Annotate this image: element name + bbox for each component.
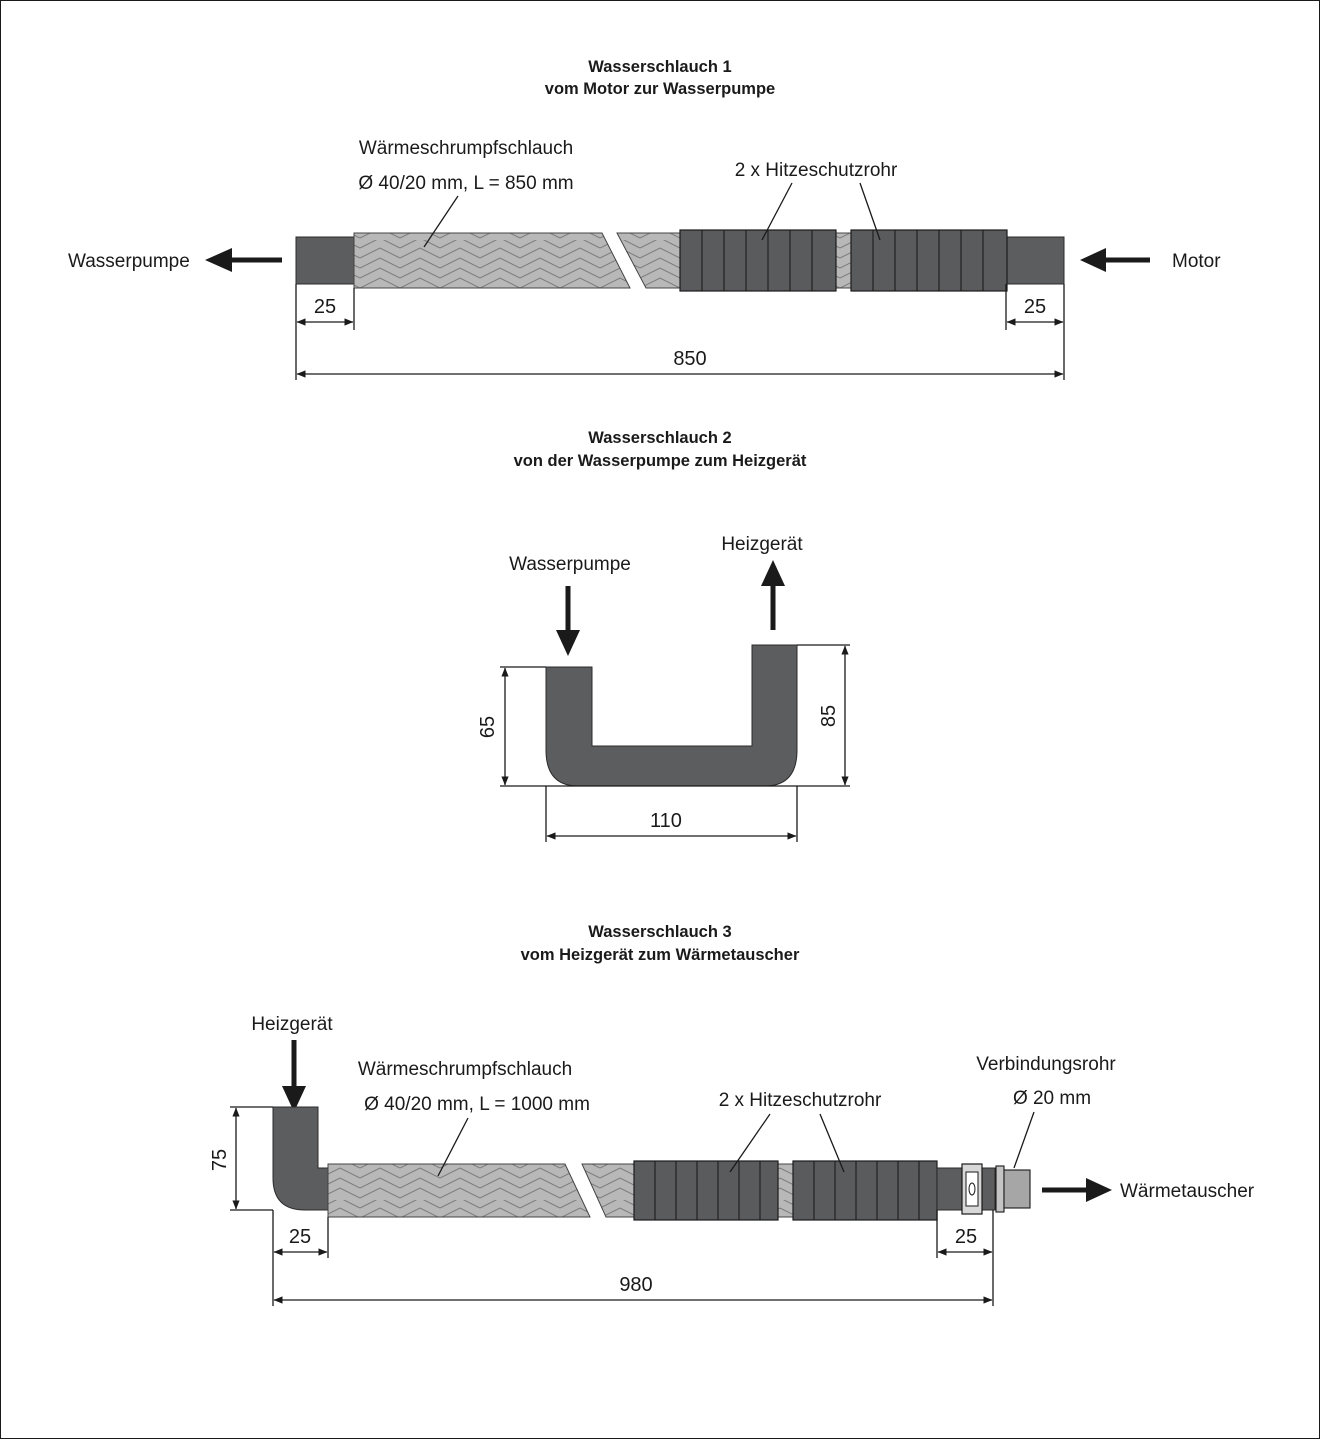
hose1-right-end [1005, 236, 1065, 285]
hose3-sleeve-left [327, 1163, 591, 1218]
hose3-sleeve-label-1: Wärmeschrumpfschlauch [358, 1059, 572, 1080]
hose3-sleeve-gap [775, 1163, 795, 1218]
hose1-dim-left: 25 [314, 296, 336, 318]
hose3-in-label: Heizgerät [251, 1014, 333, 1035]
hose2-out-arrow [761, 560, 785, 630]
hose2-in-label: Wasserpumpe [509, 554, 631, 575]
hose1-group: Wasserschlauch 1 vom Motor zur Wasserpum… [68, 58, 1221, 380]
hose1-sleeve-gap [833, 232, 853, 289]
hose3-sleeve-leader [437, 1117, 469, 1177]
hose2-u-hose [545, 644, 798, 787]
hose1-right-arrow [1080, 248, 1150, 272]
hose1-sleeve-left [353, 232, 631, 289]
hose3-dim-total: 980 [619, 1274, 652, 1296]
hose3-title: Wasserschlauch 3 [588, 923, 731, 941]
hose1-shield-leader-1 [761, 182, 793, 241]
hose3-pipe-leader [1013, 1111, 1035, 1169]
hose3-sleeve-label-2: Ø 40/20 mm, L = 1000 mm [364, 1094, 590, 1115]
hose1-heat-shield-1 [679, 229, 837, 292]
hose1-sleeve-leader [423, 195, 459, 248]
hose3-subtitle: vom Heizgerät zum Wärmetauscher [521, 946, 800, 964]
hose1-left-target: Wasserpumpe [68, 251, 190, 272]
hose2-in-arrow [556, 586, 580, 656]
hose2-dim-bottom: 110 [650, 810, 682, 832]
hose2-subtitle: von der Wasserpumpe zum Heizgerät [514, 452, 807, 470]
hose3-pipe-label-2: Ø 20 mm [1013, 1088, 1091, 1109]
hose1-shield-leader-2 [859, 182, 881, 241]
hose1-sleeve-mid [616, 232, 683, 289]
hose2-title: Wasserschlauch 2 [588, 429, 731, 447]
hose1-dim-right: 25 [1024, 296, 1046, 318]
hose1-left-end [295, 236, 355, 285]
hose2-dim-left: 65 [477, 716, 499, 738]
hose3-in-arrow [282, 1040, 306, 1112]
hose3-shield-label: 2 x Hitzeschutzrohr [719, 1090, 882, 1111]
hose3-sleeve-mid [581, 1163, 637, 1218]
hose2-out-label: Heizgerät [721, 534, 803, 555]
hose2-group: Wasserschlauch 2 von der Wasserpumpe zum… [477, 429, 850, 842]
hose1-sleeve-label-1: Wärmeschrumpfschlauch [359, 138, 573, 159]
hose1-right-target: Motor [1172, 251, 1221, 272]
hose3-dim-right: 25 [955, 1226, 977, 1248]
hose1-sleeve-label-2: Ø 40/20 mm, L = 850 mm [358, 173, 573, 194]
hose3-heat-shield-2 [792, 1160, 938, 1221]
hose2-dim-right: 85 [818, 705, 840, 727]
hose3-heat-shield-1 [633, 1160, 779, 1221]
hose1-dim-total: 850 [673, 348, 706, 370]
hose3-elbow-end [272, 1106, 331, 1211]
hose3-connector-pipe [995, 1165, 1031, 1213]
hose1-title: Wasserschlauch 1 [588, 58, 731, 76]
hose3-group: Wasserschlauch 3 vom Heizgerät zum Wärme… [209, 923, 1255, 1306]
hose1-heat-shield-2 [850, 229, 1008, 292]
hose1-subtitle: vom Motor zur Wasserpumpe [545, 80, 775, 98]
hose3-hose-clamp [961, 1163, 983, 1215]
hose3-dim-left: 25 [289, 1226, 311, 1248]
hose1-left-arrow [205, 248, 282, 272]
hose3-out-arrow [1042, 1178, 1112, 1202]
hose3-pipe-label-1: Verbindungsrohr [976, 1054, 1116, 1075]
hose3-dim-height: 75 [209, 1149, 231, 1171]
hose3-out-label: Wärmetauscher [1120, 1181, 1255, 1202]
hose3-shield-leader-1 [729, 1113, 771, 1173]
hose1-shield-label: 2 x Hitzeschutzrohr [735, 160, 898, 181]
hose3-shield-leader-2 [819, 1113, 845, 1173]
